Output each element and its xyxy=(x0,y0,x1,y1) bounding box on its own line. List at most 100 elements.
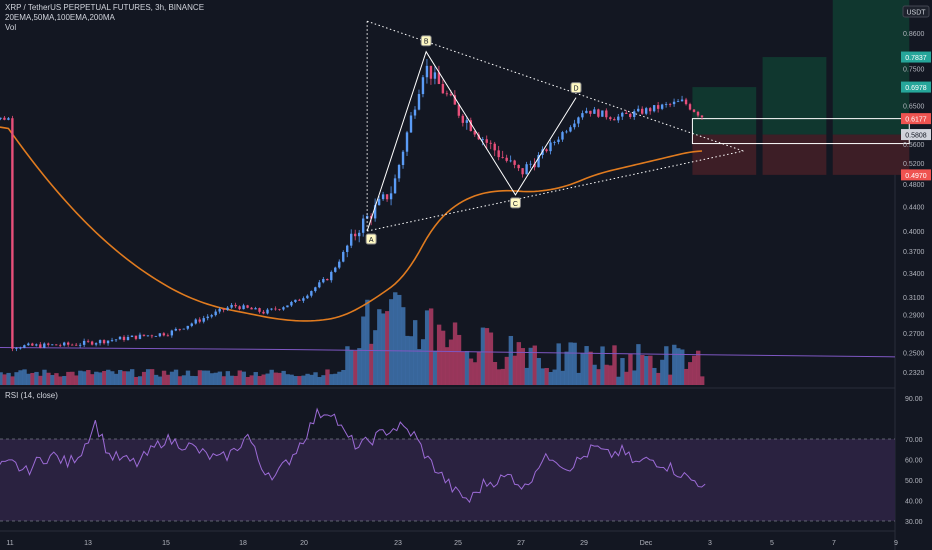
candle-body xyxy=(489,142,492,144)
volume-bar xyxy=(624,371,629,385)
price-badge xyxy=(901,129,931,141)
candle-body xyxy=(405,132,409,152)
volume-bar xyxy=(157,376,163,385)
volume-bar xyxy=(428,308,434,385)
volume-label[interactable]: Vol xyxy=(5,23,17,32)
candle-body xyxy=(294,299,297,302)
volume-bar xyxy=(604,364,609,385)
rsi-tick-label: 70.00 xyxy=(905,437,923,444)
volume-bar xyxy=(177,376,183,385)
candle-body xyxy=(417,94,421,110)
volume-bar xyxy=(333,373,338,385)
volume-bar xyxy=(612,345,617,385)
time-tick-label: 20 xyxy=(300,540,308,547)
price-tick-label: 0.3100 xyxy=(903,295,925,302)
candle-body xyxy=(557,139,560,143)
volume-bar xyxy=(14,372,19,385)
stop-zone xyxy=(762,134,827,175)
volume-bar xyxy=(699,376,705,385)
price-badge-label: 0.4970 xyxy=(905,173,927,180)
price-badge xyxy=(901,51,931,63)
candle-body xyxy=(672,101,676,105)
candle-body xyxy=(644,108,648,114)
candle-body xyxy=(652,105,656,112)
candle-body xyxy=(238,306,241,310)
candle-body xyxy=(274,308,277,310)
volume-bar xyxy=(680,349,685,385)
price-tick-label: 0.5600 xyxy=(903,142,925,149)
axes: 0.8600 0.7500 0.6500 0.5600 0.5200 0.4800 0.44… xyxy=(6,5,931,547)
candle-body xyxy=(473,131,476,135)
candle-body xyxy=(250,307,253,310)
candle-body xyxy=(342,251,345,262)
candle-body xyxy=(290,301,293,306)
volume-bar xyxy=(289,374,294,385)
volume-bar xyxy=(424,310,430,385)
price-badge xyxy=(901,113,931,125)
candle-body xyxy=(286,305,289,308)
volume-bar xyxy=(540,368,545,385)
candle-body xyxy=(11,118,14,349)
volume-bar xyxy=(520,348,526,385)
volume-bar xyxy=(592,364,597,385)
candle-body xyxy=(310,291,313,296)
volume-bar xyxy=(337,371,342,385)
abcd-pattern[interactable]: A B C D xyxy=(365,20,744,245)
volume-bar xyxy=(696,350,701,385)
candle-body xyxy=(461,115,465,123)
volume-bar xyxy=(377,309,382,385)
volume-bar xyxy=(644,355,649,385)
candles xyxy=(0,58,704,352)
candle-body xyxy=(190,323,193,326)
volume-bar xyxy=(365,299,370,385)
time-tick-label: 9 xyxy=(894,540,898,547)
volume-bar xyxy=(484,328,490,385)
candle-body xyxy=(350,233,353,246)
volume-bar xyxy=(460,351,466,385)
candle-body xyxy=(656,105,660,109)
candle-body xyxy=(7,118,10,120)
volume-bar xyxy=(500,368,506,385)
candle-body xyxy=(357,232,361,237)
volume-bar xyxy=(305,373,310,385)
candle-body xyxy=(565,131,568,133)
candle-body xyxy=(278,309,281,311)
volume-bar xyxy=(193,376,199,385)
volume-bar xyxy=(488,332,494,385)
candle-body xyxy=(441,83,445,94)
candle-body xyxy=(413,109,417,116)
candle-body xyxy=(621,112,624,117)
candle-body xyxy=(218,308,221,312)
volume-bar xyxy=(648,355,653,385)
symbol-title[interactable]: XRP / TetherUS PERPETUAL FUTURES, 3h, BI… xyxy=(5,3,205,12)
volume-bar xyxy=(620,358,625,385)
volume-bar xyxy=(600,346,605,385)
volume-bar xyxy=(444,347,450,385)
candle-body xyxy=(629,113,632,117)
candle-body xyxy=(178,328,182,330)
candle-body xyxy=(684,99,688,105)
volume-bar xyxy=(329,374,334,385)
time-tick-label: 18 xyxy=(239,540,247,547)
volume-bar xyxy=(173,369,179,385)
volume-bar xyxy=(10,376,15,385)
rsi-label[interactable]: RSI (14, close) xyxy=(5,391,58,400)
candle-body xyxy=(330,271,333,281)
volume-bar xyxy=(70,371,75,385)
volume-bar xyxy=(129,369,135,385)
candle-body xyxy=(138,334,142,339)
volume-bar xyxy=(576,372,581,385)
rsi-tick-label: 30.00 xyxy=(905,519,923,526)
price-tick-label: 0.2900 xyxy=(903,312,925,319)
volume-bar xyxy=(580,353,585,385)
indicators-label[interactable]: 20EMA,50MA,100EMA,200MA xyxy=(5,13,115,22)
price-tick-label: 0.8600 xyxy=(903,31,925,38)
volume-bar xyxy=(110,371,115,385)
price-tick-label: 0.2320 xyxy=(903,370,925,377)
volume-bar xyxy=(448,339,454,385)
candle-body xyxy=(222,308,225,310)
volume-bar xyxy=(524,367,529,385)
time-tick-label: 25 xyxy=(454,540,462,547)
